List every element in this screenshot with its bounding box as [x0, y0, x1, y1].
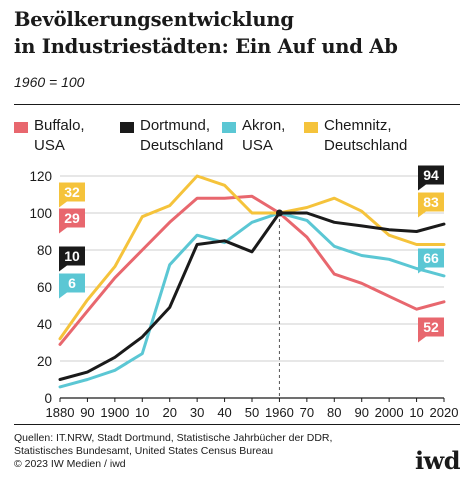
x-tick-label-1990: 90 [354, 405, 368, 420]
start-label-chemnitz: 32 [64, 184, 80, 200]
x-tick-label-1940: 40 [217, 405, 231, 420]
series-line-akron [58, 211, 446, 389]
bottom-divider [14, 424, 460, 425]
end-label-chemnitz: 83 [423, 194, 439, 210]
x-tick-label-2010: 10 [409, 405, 423, 420]
y-tick-label-20: 20 [37, 354, 52, 369]
x-tick-label-1910: 10 [135, 405, 149, 420]
legend-label-dortmund: Dortmund, Deutschland [140, 117, 224, 154]
legend-swatch-buffalo [14, 122, 28, 133]
title-line-2: in Industriestädten: Ein Auf und Ab [14, 35, 398, 58]
reference-point-1960 [275, 209, 283, 217]
series-line-dortmund [58, 211, 446, 381]
title-line-1: Bevölkerungsentwicklung [14, 8, 294, 31]
x-tick-label-1960: 1960 [265, 405, 294, 420]
start-label-chemnitz-box [59, 182, 85, 208]
x-tick-label-1900: 1900 [100, 405, 129, 420]
start-label-akron: 6 [68, 275, 76, 291]
x-tick-label-2020: 2020 [430, 405, 459, 420]
y-tick-label-100: 100 [29, 206, 52, 221]
chart-title: Bevölkerungsentwicklung in Industriestäd… [14, 6, 454, 60]
legend-swatch-chemnitz [304, 122, 318, 133]
chart-subtitle: 1960 = 100 [14, 74, 85, 90]
end-label-buffalo: 52 [423, 319, 439, 335]
start-label-buffalo-box [59, 208, 85, 234]
iwd-logo: iwd [414, 446, 461, 475]
y-tick-label-40: 40 [37, 317, 52, 332]
legend-label-akron: Akron, USA [242, 117, 286, 154]
x-tick-label-1880: 1880 [46, 405, 75, 420]
y-tick-label-120: 120 [29, 169, 52, 184]
top-divider [14, 104, 460, 105]
x-tick-label-2000: 2000 [375, 405, 404, 420]
x-tick-label-1970: 70 [300, 405, 314, 420]
start-label-dortmund: 10 [64, 248, 80, 264]
legend-swatch-akron [222, 122, 236, 133]
x-tick-label-1930: 30 [190, 405, 204, 420]
series-line-chemnitz [58, 174, 446, 341]
x-tick-label-1980: 80 [327, 405, 341, 420]
end-label-chemnitz-box [418, 192, 444, 218]
sources-note: Quellen: IT.NRW, Stadt Dortmund, Statist… [14, 432, 333, 470]
start-label-buffalo: 29 [64, 210, 80, 226]
x-tick-label-1950: 50 [245, 405, 259, 420]
y-tick-label-0: 0 [44, 391, 52, 406]
x-tick-label-1920: 20 [162, 405, 176, 420]
x-tick-label-1890: 90 [80, 405, 94, 420]
legend-label-chemnitz: Chemnitz, Deutschland [324, 117, 408, 154]
end-label-buffalo-box [418, 317, 444, 343]
start-label-akron-box [59, 273, 85, 299]
legend-swatch-dortmund [120, 122, 134, 133]
end-label-dortmund: 94 [423, 167, 439, 183]
y-tick-label-60: 60 [37, 280, 52, 295]
y-tick-label-80: 80 [37, 243, 52, 258]
end-label-akron: 66 [423, 250, 439, 266]
end-label-dortmund-box [418, 165, 444, 191]
series-line-buffalo [58, 194, 446, 346]
start-label-dortmund-box [59, 246, 85, 272]
legend-label-buffalo: Buffalo, USA [34, 117, 85, 154]
end-label-akron-box [418, 248, 444, 274]
